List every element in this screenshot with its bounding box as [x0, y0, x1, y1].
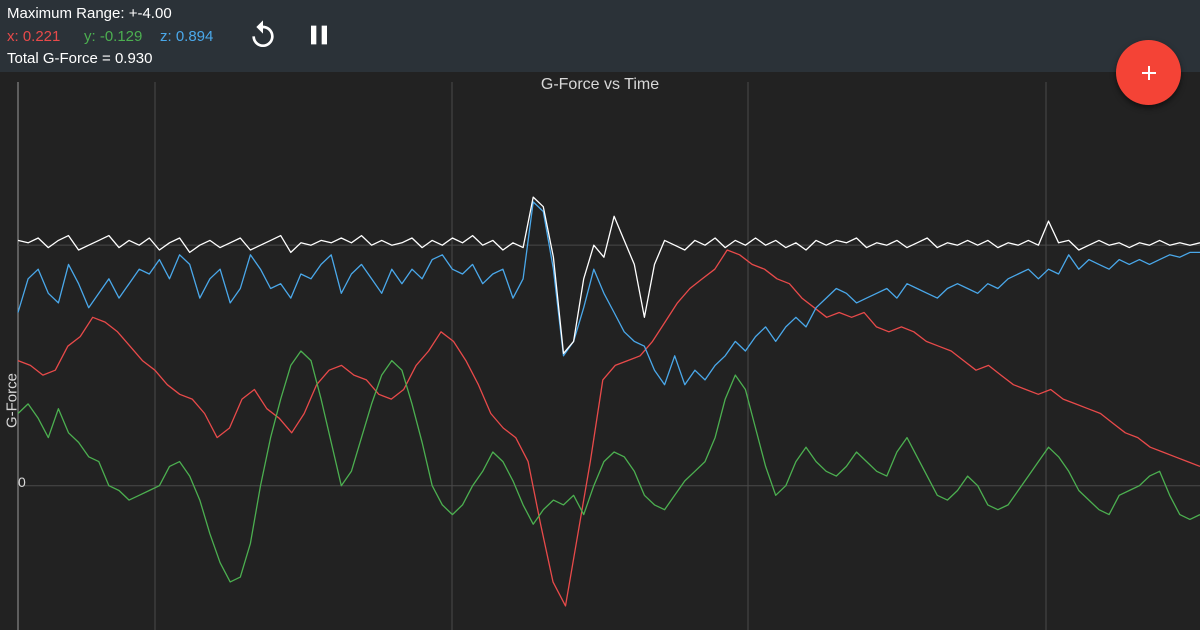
y-axis-label: G-Force	[4, 371, 21, 431]
x-axis-reading: x: 0.221	[7, 28, 60, 46]
pause-button[interactable]	[300, 16, 338, 54]
app-toolbar: Maximum Range: +-4.00 x: 0.221 y: -0.129…	[0, 0, 1200, 72]
pause-icon	[303, 19, 335, 51]
g-force-chart: G-Force vs Time G-Force 0	[0, 72, 1200, 630]
plus-icon	[1137, 61, 1161, 85]
reset-button[interactable]	[244, 16, 282, 54]
z-axis-reading: z: 0.894	[160, 28, 213, 46]
chart-plot-area	[0, 72, 1200, 630]
series-line-z	[18, 202, 1200, 385]
series-line-y	[18, 351, 1200, 582]
y-axis-reading: y: -0.129	[84, 28, 142, 46]
series-line-total	[18, 197, 1200, 353]
y-tick-label-0: 0	[18, 474, 26, 490]
chart-title: G-Force vs Time	[0, 76, 1200, 94]
chart-grid	[18, 82, 1200, 630]
total-g-force-label: Total G-Force = 0.930	[7, 50, 153, 68]
replay-icon	[247, 19, 279, 51]
chart-series-lines	[18, 197, 1200, 606]
maximum-range-label: Maximum Range: +-4.00	[7, 5, 172, 23]
add-button[interactable]	[1116, 40, 1181, 105]
